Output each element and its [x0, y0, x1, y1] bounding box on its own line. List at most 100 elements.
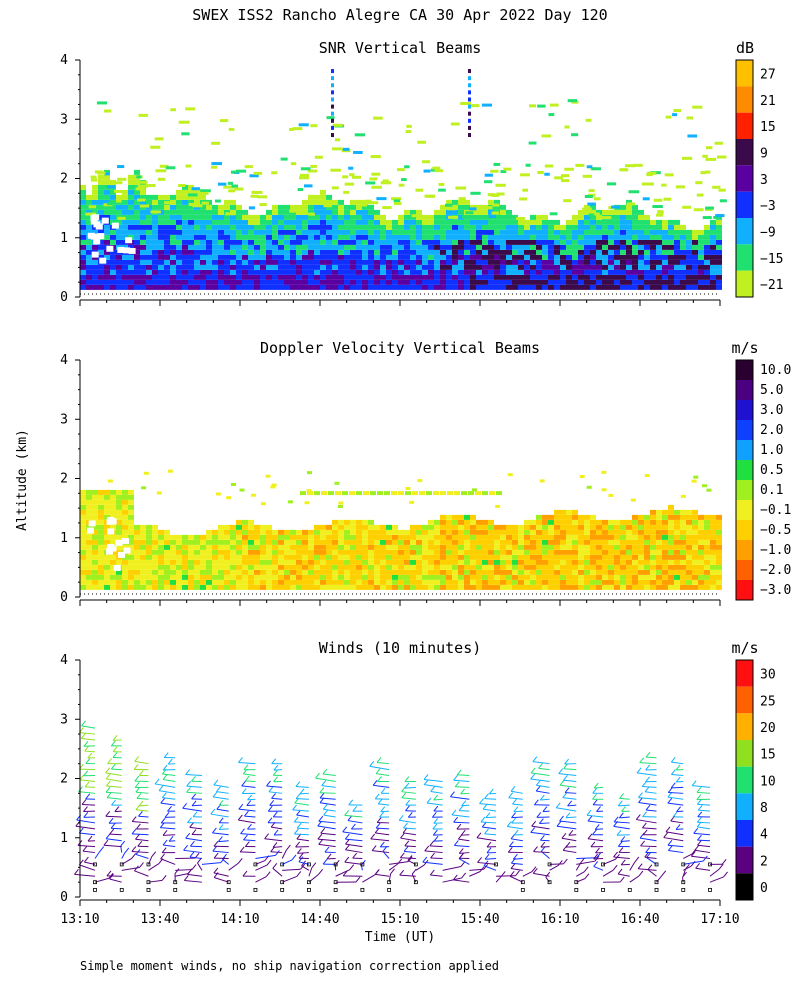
wind-barb-feather — [638, 792, 643, 798]
snr-cell — [482, 264, 488, 270]
doppler-cell — [314, 554, 320, 560]
doppler-cell — [518, 539, 524, 545]
doppler-cell — [314, 544, 320, 550]
doppler-cell — [404, 534, 410, 540]
doppler-cell — [434, 549, 440, 555]
doppler-cell — [224, 579, 230, 585]
wind-barb-staff — [184, 879, 203, 883]
snr-cell — [452, 279, 458, 285]
wind-barb-staff — [182, 807, 203, 812]
doppler-cell — [554, 559, 560, 565]
snr-cell — [332, 234, 338, 240]
doppler-cell — [698, 574, 704, 580]
wind-barb-feather — [83, 740, 89, 747]
snr-cell — [332, 264, 338, 270]
snr-cell — [332, 269, 338, 275]
colorbar-label: 3.0 — [760, 403, 783, 418]
doppler-band — [405, 491, 411, 496]
doppler-cell — [590, 574, 596, 580]
snr-speck — [367, 201, 379, 205]
doppler-cell — [122, 489, 128, 495]
snr-cell — [158, 219, 164, 225]
snr-cell — [404, 284, 410, 290]
doppler-cell — [350, 534, 356, 540]
snr-cell — [170, 244, 176, 250]
doppler-cell — [410, 559, 416, 565]
doppler-cell — [80, 494, 86, 500]
snr-cell — [200, 219, 206, 225]
doppler-cell — [302, 534, 308, 540]
snr-cell — [416, 264, 422, 270]
doppler-cell — [170, 579, 176, 585]
snr-cell — [326, 244, 332, 250]
doppler-cell — [86, 494, 92, 500]
doppler-cell — [206, 559, 212, 565]
doppler-cell — [86, 514, 92, 520]
wind-barb-staff — [131, 850, 149, 854]
snr-cell — [482, 219, 488, 225]
wind-barb-staff — [241, 785, 256, 788]
doppler-cell — [446, 529, 452, 535]
wind-barb-staff — [614, 821, 630, 824]
doppler-cell — [80, 489, 86, 495]
snr-cell — [668, 284, 674, 290]
doppler-cell — [320, 544, 326, 550]
wind-barb-feather — [369, 761, 375, 767]
snr-cell — [104, 249, 110, 255]
snr-cell — [152, 239, 158, 245]
doppler-cell — [620, 564, 626, 570]
wind-barb-staff — [483, 808, 497, 812]
doppler-cell — [152, 564, 158, 570]
snr-cell — [134, 204, 140, 210]
snr-cell — [380, 254, 386, 260]
snr-cell — [380, 284, 386, 290]
colorbar-swatch — [736, 480, 753, 500]
y-tick-label: 0 — [60, 290, 68, 305]
wind-barb-staff — [683, 860, 704, 865]
doppler-cell — [356, 519, 362, 525]
wind-barb-feather — [370, 833, 376, 840]
doppler-cell — [536, 564, 542, 570]
doppler-cell — [398, 569, 404, 575]
calm-marker — [387, 880, 392, 885]
wind-barb-feather — [510, 785, 516, 792]
doppler-cell — [680, 519, 686, 525]
snr-cell — [710, 224, 716, 230]
doppler-cell — [374, 554, 380, 560]
doppler-cell — [80, 534, 86, 540]
doppler-cell — [704, 544, 710, 550]
wind-barb-staff — [240, 851, 256, 854]
doppler-cell — [110, 509, 116, 515]
figure-title: SWEX ISS2 Rancho Alegre CA 30 Apr 2022 D… — [192, 6, 607, 24]
wind-barb-staff — [402, 832, 416, 836]
snr-cell — [548, 239, 554, 245]
wind-barb-feather — [477, 857, 482, 863]
doppler-cell — [560, 554, 566, 560]
snr-cell — [428, 239, 434, 245]
doppler-cell — [620, 559, 626, 565]
doppler-cell — [428, 519, 434, 525]
colorbar-swatch — [736, 380, 753, 400]
doppler-cell — [524, 564, 530, 570]
x-tick-label: 13:40 — [140, 912, 179, 927]
snr-cell — [164, 239, 170, 245]
wind-barb-staff — [376, 773, 390, 777]
wind-barb-staff — [134, 870, 149, 877]
snr-cell — [632, 224, 638, 230]
snr-cell — [686, 279, 692, 285]
doppler-cell — [464, 534, 470, 540]
snr-cell — [398, 239, 404, 245]
doppler-cell — [236, 579, 242, 585]
snr-streak — [468, 104, 471, 109]
doppler-cell — [170, 574, 176, 580]
doppler-cell — [566, 519, 572, 525]
snr-cell — [410, 209, 416, 215]
doppler-cell — [356, 549, 362, 555]
snr-cell — [152, 194, 158, 200]
snr-cell — [374, 214, 380, 220]
snr-cell — [590, 279, 596, 285]
snr-speck — [85, 212, 97, 216]
snr-cell — [86, 279, 92, 285]
snr-cell — [422, 269, 428, 275]
snr-cell — [356, 234, 362, 240]
